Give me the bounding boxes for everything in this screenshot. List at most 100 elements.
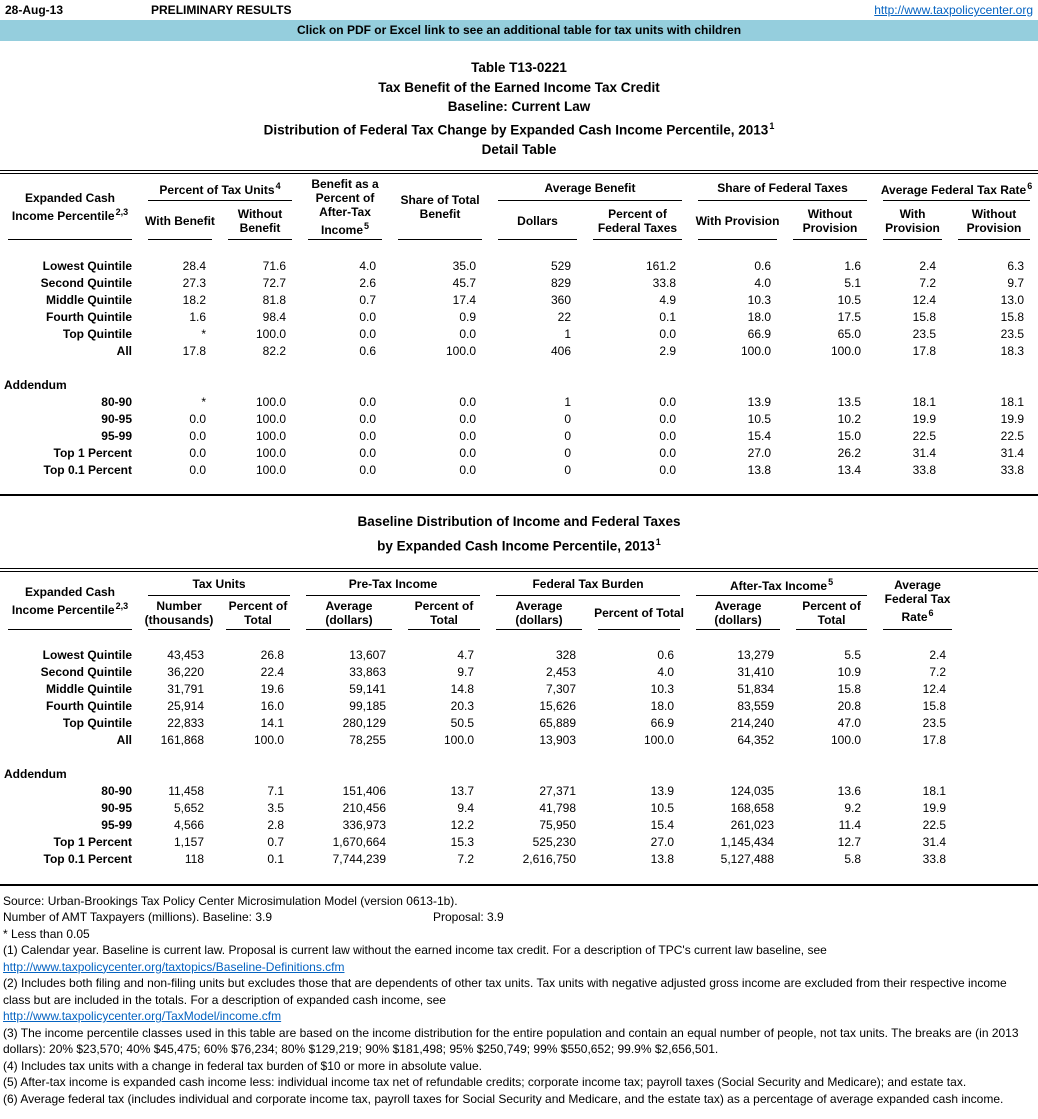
cell-value: 118 [184, 852, 204, 866]
cell-value: 41,798 [539, 801, 577, 815]
cell-value: 15.8 [837, 682, 862, 696]
tax-change-table: Expanded Cash Income Percentile2,3 Perce… [0, 170, 1038, 496]
cell-value: 1 [564, 394, 571, 409]
cell-value: 17.8 [912, 343, 937, 358]
cell-value: 168,658 [730, 801, 775, 815]
cell-value: 36,220 [167, 665, 204, 679]
table-row: Second Quintile 36,220 22.4 33,863 9.7 2,453 4… [0, 664, 1038, 681]
cell-value: 27.0 [747, 445, 772, 460]
amt-proposal-value: Proposal: 3.9 [433, 910, 504, 924]
col-group-percent-of-tax-units: Percent of Tax Units4 [140, 172, 300, 201]
cell-value: 66.9 [747, 326, 772, 341]
cell-value: 100.0 [255, 462, 286, 477]
cell-value: 18.0 [650, 699, 675, 713]
cell-value: 9.2 [844, 801, 862, 815]
cell-value: 20.8 [837, 699, 862, 713]
col-group-federal-tax-burden: Federal Tax Burden [488, 570, 688, 596]
cell-value: 18.1 [1000, 394, 1025, 409]
cell-value: 0.0 [359, 462, 376, 477]
table-title: Tax Benefit of the Earned Income Tax Cre… [378, 79, 660, 95]
cell-value: 100.0 [830, 343, 862, 358]
col-group-average-federal-tax-rate: Average Federal Tax Rate6 [875, 172, 1038, 201]
cell-value: 12.2 [450, 818, 475, 832]
footnote-6: (6) Average federal tax (includes indivi… [3, 1091, 1004, 1106]
cell-value: 2.9 [659, 343, 677, 358]
col-header-average-dollars-pretax: Average (dollars) [298, 596, 400, 630]
cell-value: 161,868 [160, 733, 204, 747]
baseline-definitions-link[interactable]: http://www.taxpolicycenter.org/taxtopics… [3, 959, 345, 974]
cell-value: 31.4 [922, 835, 947, 849]
cell-value: 23.5 [1000, 326, 1025, 341]
col-group-share-of-federal-taxes: Share of Federal Taxes [690, 172, 875, 201]
cell-value: 0.0 [659, 462, 677, 477]
footnote-4: (4) Includes tax units with a change in … [3, 1058, 482, 1073]
cell-value: 100.0 [253, 733, 284, 747]
table2-title-block: Baseline Distribution of Income and Fede… [0, 512, 1038, 557]
row-label: Lowest Quintile [42, 648, 132, 662]
cell-value: 18.0 [747, 309, 772, 324]
table-row: Top Quintile * 100.0 0.0 0.0 1 0.0 66.9 65.0 23.5… [0, 325, 1038, 342]
table-row: Lowest Quintile 43,453 26.8 13,607 4.7 328 0.6… [0, 647, 1038, 664]
cell-value: 20.3 [450, 699, 475, 713]
cell-value: 1.6 [189, 309, 206, 324]
cell-value: 1.6 [844, 258, 862, 273]
cell-value: 100.0 [443, 733, 475, 747]
tpc-site-link[interactable]: http://www.taxpolicycenter.org [874, 3, 1033, 17]
cell-value: 0.0 [659, 326, 677, 341]
cell-value: 13.8 [747, 462, 772, 477]
cell-value: 100.0 [740, 343, 772, 358]
row-label: Middle Quintile [46, 682, 132, 696]
cell-value: 0.0 [659, 428, 677, 443]
cell-value: 3.5 [267, 801, 284, 815]
cell-value: 6.3 [1007, 258, 1025, 273]
col-group-pretax-income: Pre-Tax Income [298, 570, 488, 596]
income-definition-link[interactable]: http://www.taxpolicycenter.org/TaxModel/… [3, 1009, 282, 1023]
cell-value: 65,889 [539, 716, 577, 730]
cell-value: 14.1 [260, 716, 284, 730]
cell-value: 10.5 [747, 411, 772, 426]
row-label: 95-99 [101, 428, 132, 443]
cell-value: 10.9 [837, 665, 862, 679]
table-row: 80-90 * 100.0 0.0 0.0 1 0.0 13.9 13.5 18.1 18.1 [0, 393, 1038, 410]
table-row: All 161,868 100.0 78,255 100.0 13,903 100.0 64,… [0, 732, 1038, 749]
cell-value: 529 [550, 258, 571, 273]
col-header-benefit-pct-after-tax-income: Benefit as a Percent of After-Tax Income… [300, 172, 390, 240]
cell-value: 0.1 [659, 309, 677, 324]
cell-value: 0.0 [359, 394, 376, 409]
cell-value: 0.0 [359, 411, 376, 426]
col-header-share-of-total-benefit: Share of Total Benefit [390, 172, 490, 240]
cell-value: 12.4 [922, 682, 947, 696]
cell-value: 12.7 [837, 835, 862, 849]
cell-value: 15.8 [912, 309, 937, 324]
cell-value: 66.9 [650, 716, 675, 730]
cell-value: 406 [550, 343, 571, 358]
cell-value: 0.0 [459, 462, 476, 477]
cell-value: 11,458 [168, 784, 204, 798]
footnotes-block: Source: Urban-Brookings Tax Policy Cente… [0, 893, 1038, 1108]
cell-value: 15.3 [450, 835, 475, 849]
cell-value: 27,371 [539, 784, 577, 798]
cell-value: 360 [550, 292, 571, 307]
row-label: 95-99 [101, 818, 132, 832]
cell-value: 0.0 [459, 411, 476, 426]
table-row: Second Quintile 27.3 72.7 2.6 45.7 829 33.8 4.0… [0, 274, 1038, 291]
cell-value: 328 [555, 648, 577, 662]
cell-value: 28.4 [182, 258, 206, 273]
cell-value: 0.9 [459, 309, 476, 324]
cell-value: 65.0 [837, 326, 862, 341]
col-header-percent-of-total-burden: Percent of Total [590, 596, 688, 630]
cell-value: 280,129 [342, 716, 386, 730]
addendum-label: Addendum [4, 767, 67, 781]
cell-value: 10.2 [837, 411, 862, 426]
cell-value: 0 [564, 428, 571, 443]
cell-value: 161.2 [645, 258, 677, 273]
cell-value: 0.0 [189, 428, 206, 443]
cell-value: 43,453 [167, 648, 204, 662]
cell-value: 0.0 [359, 309, 376, 324]
cell-value: 98.4 [262, 309, 286, 324]
col-header-percent-of-total-aftertax: Percent of Total [788, 596, 875, 630]
cell-value: 47.0 [837, 716, 862, 730]
cell-value: 14.8 [450, 682, 475, 696]
cell-value: 1,157 [173, 835, 204, 849]
cell-value: 16.0 [260, 699, 284, 713]
